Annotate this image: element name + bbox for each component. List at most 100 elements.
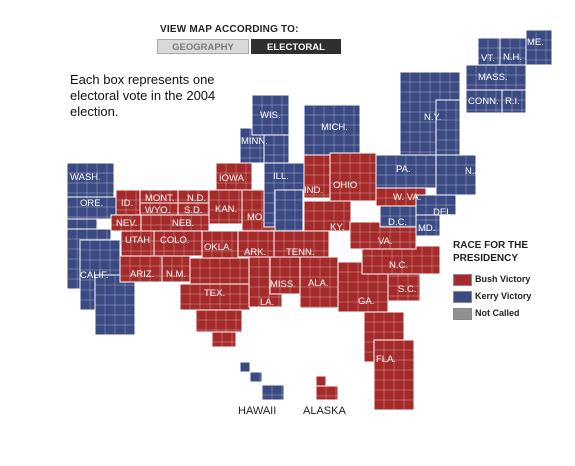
state-block [67, 197, 119, 219]
state-block [274, 231, 329, 257]
state-hawaii[interactable] [239, 361, 285, 401]
state-block [316, 386, 338, 400]
state-block [300, 257, 338, 308]
state-block [376, 188, 426, 206]
state-del[interactable] [415, 194, 457, 216]
state-label-alaska: ALASKA [303, 405, 346, 417]
state-block [466, 65, 526, 90]
state-block [304, 155, 330, 198]
state-block [304, 201, 351, 231]
state-block [95, 275, 135, 335]
state-block [67, 163, 114, 197]
kerry-swatch [453, 290, 472, 303]
state-block [190, 258, 249, 286]
state-label-ala: ALA. [308, 278, 329, 289]
state-block [374, 340, 414, 410]
state-border [94, 274, 136, 336]
geography-toggle-button[interactable]: GEOGRAPHY [157, 39, 249, 54]
state-miss[interactable] [269, 256, 301, 295]
state-block [238, 231, 274, 257]
state-label-ga: GA. [358, 296, 374, 307]
state-border [373, 339, 415, 411]
state-block [162, 256, 190, 282]
state-n-j[interactable] [435, 154, 477, 196]
state-vt[interactable] [477, 37, 501, 66]
state-label-ark: ARK. [244, 247, 266, 258]
state-block [316, 376, 326, 386]
state-kan[interactable] [208, 189, 243, 225]
state-label-miss: MISS. [270, 279, 296, 290]
state-label-n-c: N.C. [389, 260, 408, 271]
state-ark[interactable] [237, 230, 275, 258]
state-block [362, 246, 440, 274]
state-colo[interactable] [153, 230, 203, 257]
state-label-md: MD. [418, 223, 435, 234]
state-label-s-d: S.D. [184, 205, 202, 216]
state-mass[interactable] [465, 64, 527, 91]
state-block [478, 38, 500, 65]
state-label-n-h: N.H. [503, 52, 522, 63]
state-label-mont: MONT. [145, 193, 175, 204]
state-block [202, 231, 238, 258]
state-border [415, 194, 457, 216]
state-block [376, 155, 436, 188]
state-block [111, 215, 141, 231]
state-label-nev: NEV. [116, 218, 137, 229]
electoral-votes-toggle-button[interactable]: ELECTORAL VOTES [251, 39, 341, 68]
state-block [178, 203, 209, 215]
state-calif[interactable] [66, 228, 136, 336]
state-border [525, 29, 553, 66]
state-n-h[interactable] [499, 37, 527, 66]
state-label-ill: ILL. [273, 171, 289, 182]
state-iowa[interactable] [215, 162, 253, 191]
state-ky[interactable] [303, 200, 352, 232]
state-label-tex: TEX. [204, 288, 225, 299]
state-label-hawaii: HAWAII [238, 405, 276, 417]
state-nev[interactable] [110, 214, 142, 232]
state-wis[interactable] [251, 94, 290, 164]
state-block [436, 100, 460, 155]
state-label-iowa: IOWA [219, 173, 245, 184]
state-ind[interactable] [303, 154, 331, 199]
state-ohio[interactable] [329, 152, 377, 202]
state-label-id: ID. [121, 198, 133, 209]
state-d-c[interactable] [379, 205, 417, 228]
not-called-swatch [453, 307, 472, 320]
state-label-w-va: W. VA. [393, 192, 421, 203]
state-label-la: LA. [260, 297, 274, 308]
legend-label-kerry: Kerry Victory [475, 291, 532, 301]
state-label-wyo: WYO. [145, 205, 170, 216]
state-n-d[interactable] [177, 189, 210, 204]
state-label-okla: OKLA. [204, 242, 232, 253]
state-label-ariz: ARIZ. [130, 269, 154, 280]
state-r-i[interactable] [501, 89, 527, 114]
state-alaska[interactable] [315, 375, 339, 401]
state-label-ind: IND. [304, 185, 323, 196]
legend-title-line1: RACE FOR THE [453, 240, 528, 251]
bush-swatch [453, 273, 472, 286]
state-label-tenn: TENN. [286, 247, 315, 258]
state-tenn[interactable] [273, 230, 330, 258]
state-block [154, 231, 202, 256]
state-border [261, 384, 285, 401]
state-label-va: VA. [378, 236, 393, 247]
state-label-me: ME. [527, 37, 544, 48]
legend-label-bush: Bush Victory [475, 274, 531, 284]
state-ore[interactable] [66, 196, 120, 230]
state-fla[interactable] [363, 311, 415, 411]
state-ala[interactable] [299, 256, 339, 309]
state-block [240, 362, 250, 372]
state-block [209, 190, 242, 224]
state-wash[interactable] [66, 162, 115, 198]
state-border [215, 162, 253, 191]
state-me[interactable] [525, 29, 553, 66]
state-wyo[interactable] [139, 202, 179, 216]
state-block [262, 385, 284, 400]
state-n-y[interactable] [399, 71, 461, 156]
state-label-wis: WIS. [260, 110, 281, 121]
state-tex[interactable] [179, 257, 251, 348]
state-label-fla: FLA. [376, 354, 396, 365]
state-block [270, 257, 300, 294]
